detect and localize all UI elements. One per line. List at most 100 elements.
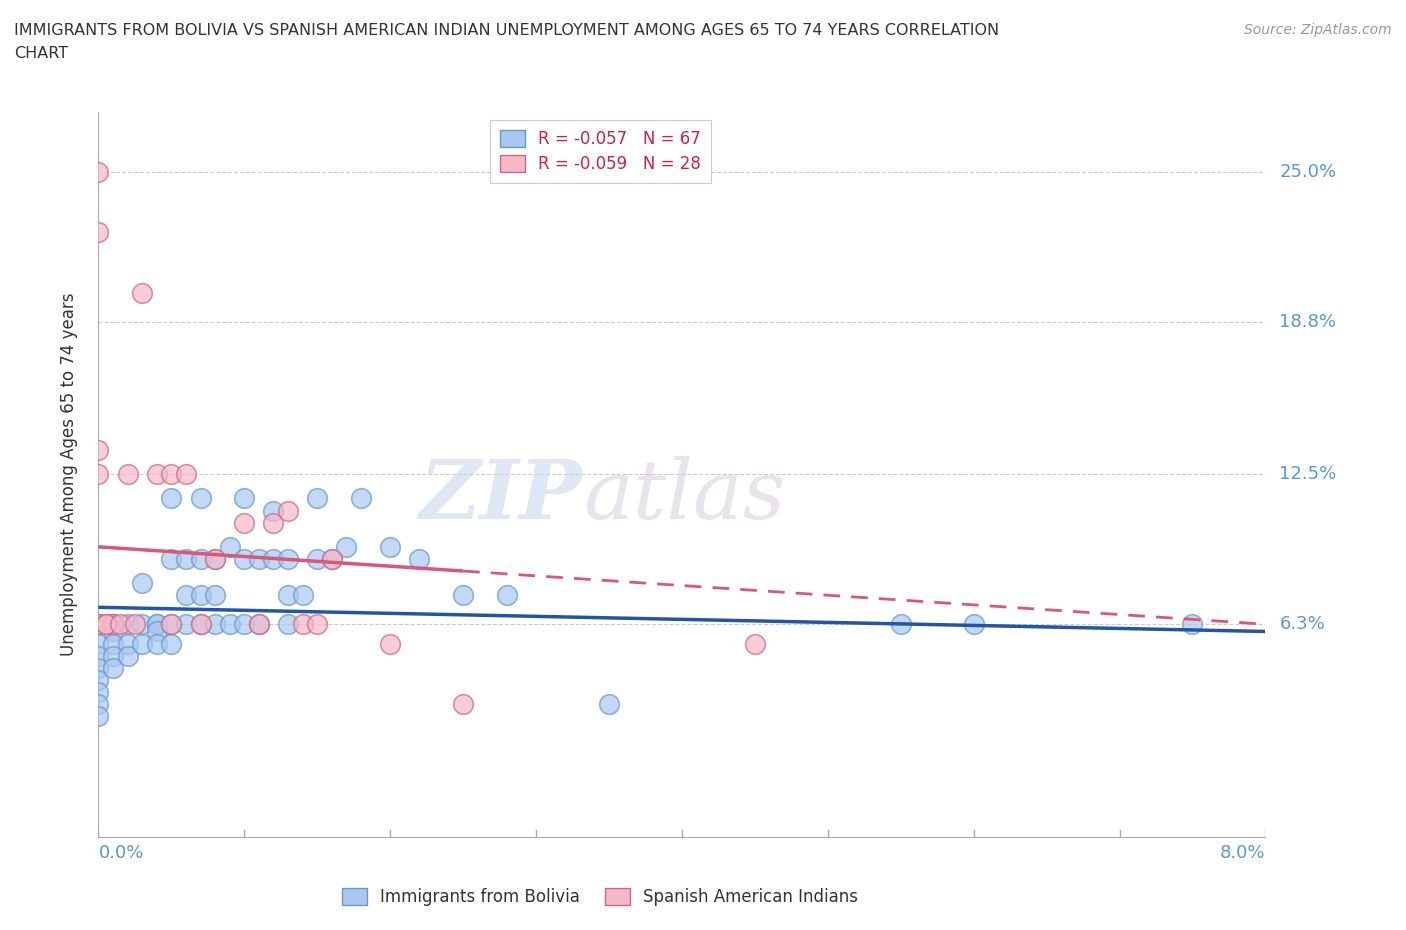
Point [146,467,169,482]
Point [94,617,117,631]
Point [291,588,314,603]
Point [335,539,357,554]
Point [131,576,153,591]
Point [87,617,110,631]
Legend: Immigrants from Bolivia, Spanish American Indians: Immigrants from Bolivia, Spanish America… [332,878,869,916]
Point [204,551,226,566]
Point [204,617,226,631]
Point [890,617,912,631]
Point [262,551,284,566]
Point [146,617,169,631]
Point [87,660,110,675]
Text: 0.0%: 0.0% [98,844,143,862]
Point [101,660,124,675]
Point [117,648,139,663]
Point [146,624,169,639]
Point [277,617,299,631]
Point [87,617,110,631]
Point [174,467,197,482]
Point [408,551,430,566]
Point [247,617,270,631]
Point [277,503,299,518]
Point [131,617,153,631]
Point [291,617,314,631]
Point [131,286,153,300]
Point [174,551,197,566]
Point [110,617,132,631]
Y-axis label: Unemployment Among Ages 65 to 74 years: Unemployment Among Ages 65 to 74 years [59,293,77,656]
Text: CHART: CHART [14,46,67,61]
Point [87,684,110,699]
Point [233,515,256,530]
Point [87,165,110,179]
Point [233,551,256,566]
Point [87,709,110,724]
Point [451,588,474,603]
Point [218,539,240,554]
Point [744,636,766,651]
Point [117,617,139,631]
Text: 12.5%: 12.5% [1279,465,1337,484]
Point [174,617,197,631]
Point [87,648,110,663]
Text: IMMIGRANTS FROM BOLIVIA VS SPANISH AMERICAN INDIAN UNEMPLOYMENT AMONG AGES 65 TO: IMMIGRANTS FROM BOLIVIA VS SPANISH AMERI… [14,23,1000,38]
Point [131,636,153,651]
Point [598,697,620,711]
Text: 25.0%: 25.0% [1279,163,1337,181]
Point [117,636,139,651]
Point [1181,617,1204,631]
Point [117,467,139,482]
Point [451,697,474,711]
Point [101,636,124,651]
Text: 18.8%: 18.8% [1279,313,1337,331]
Point [247,551,270,566]
Point [277,551,299,566]
Point [190,588,212,603]
Point [101,648,124,663]
Point [101,617,124,631]
Point [233,491,256,506]
Point [190,617,212,631]
Point [321,551,343,566]
Point [160,636,183,651]
Point [101,617,124,631]
Point [174,588,197,603]
Point [101,624,124,639]
Point [262,515,284,530]
Point [204,551,226,566]
Point [962,617,984,631]
Point [87,672,110,687]
Point [94,617,117,631]
Point [378,539,402,554]
Point [378,636,402,651]
Point [190,491,212,506]
Point [160,551,183,566]
Point [87,617,110,631]
Point [277,588,299,603]
Point [160,467,183,482]
Point [350,491,373,506]
Point [233,617,256,631]
Point [204,588,226,603]
Point [160,617,183,631]
Point [87,467,110,482]
Point [87,225,110,240]
Point [307,491,329,506]
Point [190,551,212,566]
Point [146,636,169,651]
Point [124,617,146,631]
Point [87,636,110,651]
Point [307,617,329,631]
Point [262,503,284,518]
Point [495,588,517,603]
Point [247,617,270,631]
Point [87,443,110,458]
Point [160,617,183,631]
Point [321,551,343,566]
Point [101,617,124,631]
Text: 8.0%: 8.0% [1220,844,1265,862]
Point [160,491,183,506]
Text: atlas: atlas [582,456,785,536]
Point [307,551,329,566]
Text: Source: ZipAtlas.com: Source: ZipAtlas.com [1244,23,1392,37]
